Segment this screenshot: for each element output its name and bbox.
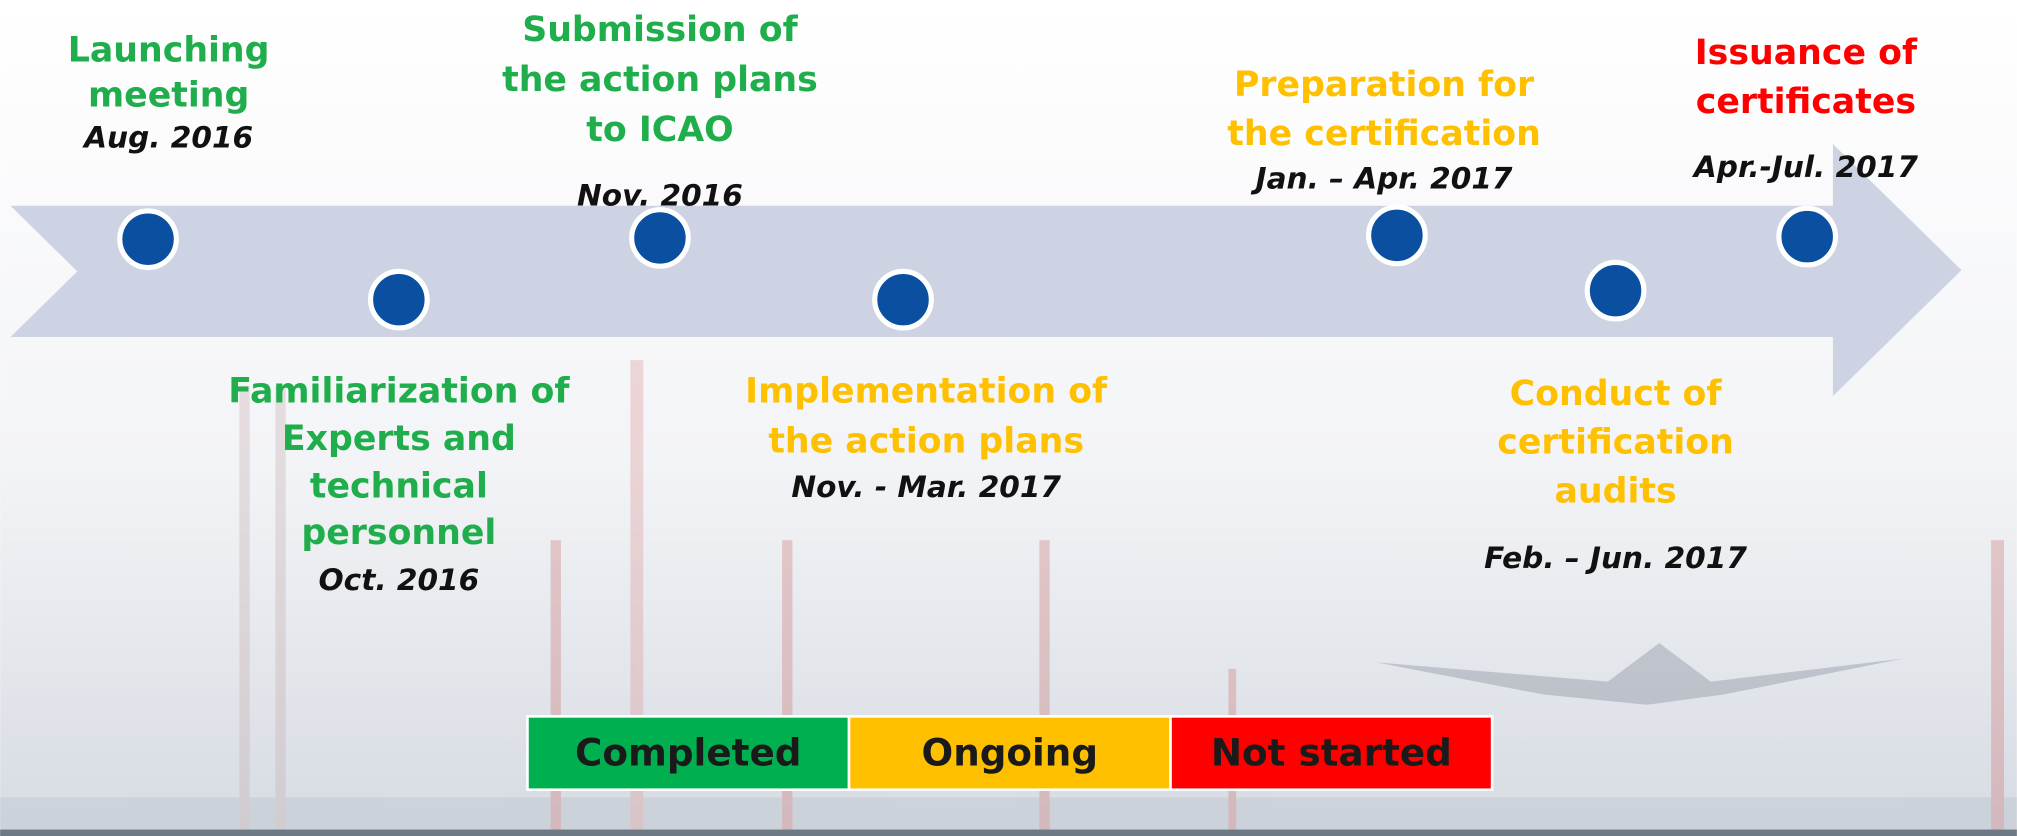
milestone-title: the certification bbox=[1227, 114, 1541, 154]
milestone-dot bbox=[120, 211, 177, 268]
milestone-dot bbox=[1369, 207, 1426, 264]
milestone-title: personnel bbox=[301, 513, 496, 553]
milestone-title: to ICAO bbox=[586, 110, 733, 150]
milestone-date: Apr.-Jul. 2017 bbox=[1692, 150, 1918, 184]
page: {"milestones": [ {"title": ["Launching",… bbox=[0, 0, 2017, 836]
milestone-title: the action plans bbox=[768, 421, 1084, 461]
milestone-date: Feb. – Jun. 2017 bbox=[1484, 541, 1747, 575]
milestone-title: Implementation of bbox=[745, 371, 1108, 411]
milestone-title: Familiarization of bbox=[228, 371, 570, 411]
milestone-title: Submission of bbox=[522, 10, 798, 50]
milestone-date: Oct. 2016 bbox=[319, 563, 480, 597]
milestone-date: Aug. 2016 bbox=[82, 120, 253, 154]
milestone-title: the action plans bbox=[502, 60, 818, 100]
milestone-dot bbox=[875, 271, 932, 328]
milestone-title: Preparation for bbox=[1234, 65, 1535, 105]
milestone-title: meeting bbox=[88, 75, 249, 115]
milestone-dot bbox=[1587, 262, 1644, 319]
legend-label: Not started bbox=[1211, 730, 1452, 774]
milestone-date: Nov. - Mar. 2017 bbox=[791, 470, 1061, 504]
milestone-title: certification bbox=[1497, 423, 1734, 463]
milestone-title: audits bbox=[1554, 472, 1676, 512]
legend-label: Ongoing bbox=[922, 730, 1099, 774]
milestone-title: Experts and bbox=[282, 419, 516, 459]
milestone-date: Nov. 2016 bbox=[577, 178, 743, 212]
milestone-title: Issuance of bbox=[1695, 33, 1918, 73]
status-legend: Completed Ongoing Not started bbox=[527, 716, 1492, 789]
milestone-title: Conduct of bbox=[1510, 374, 1723, 414]
milestone-dot bbox=[1779, 208, 1836, 265]
bottom-bar bbox=[0, 830, 2017, 836]
timeline-diagram: Launching meeting Aug. 2016 Familiarization… bbox=[0, 0, 2017, 836]
legend-label: Completed bbox=[575, 730, 801, 774]
milestone-title: certificates bbox=[1696, 82, 1916, 122]
milestone-title: Launching bbox=[68, 30, 270, 70]
milestone-date: Jan. – Apr. 2017 bbox=[1251, 162, 1513, 196]
milestone-title: technical bbox=[310, 466, 488, 506]
milestone-dot bbox=[632, 210, 689, 267]
milestone-dot bbox=[371, 271, 428, 328]
